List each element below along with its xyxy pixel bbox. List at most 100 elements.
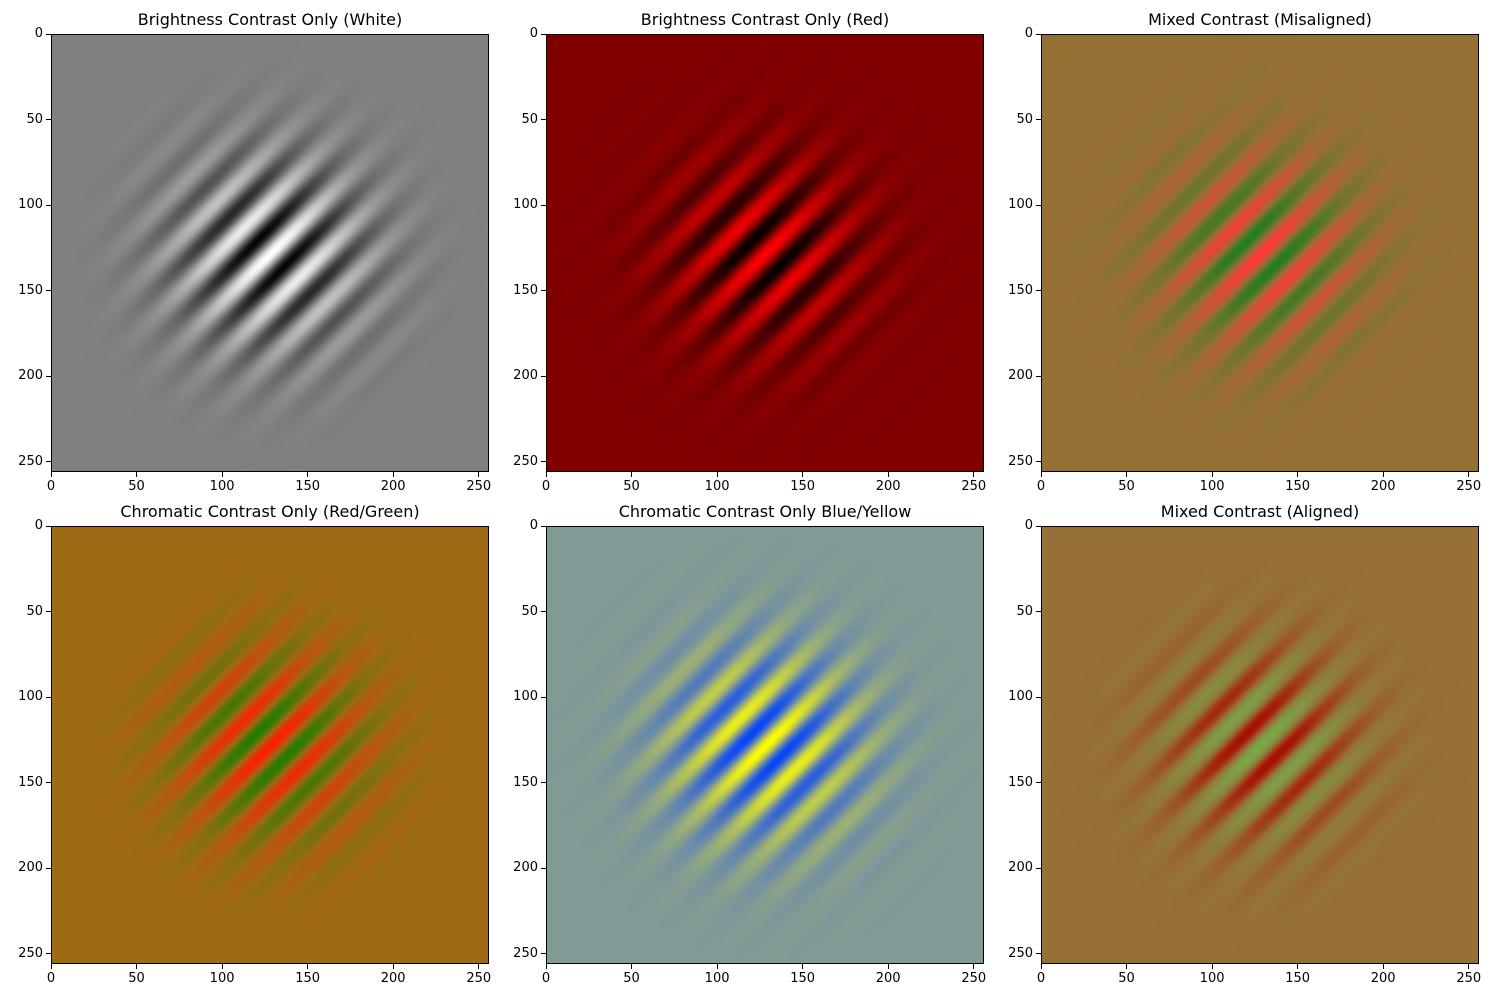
y-tick-label: 200 [1008,860,1033,876]
y-tick-label: 0 [529,26,538,41]
y-tick-label: 0 [529,518,538,533]
panel-title: Chromatic Contrast Only Blue/Yellow [618,502,912,521]
x-tick-label: 150 [295,971,321,986]
y-tick-label: 250 [513,945,538,961]
x-tick-label: 100 [1199,971,1225,986]
y-tick-label: 200 [18,368,43,384]
x-tick-label: 50 [1118,479,1135,494]
x-tick-label: 250 [961,971,987,986]
x-tick-label: 0 [46,971,56,986]
y-tick-mark [46,375,51,377]
x-tick-mark [1126,472,1128,477]
y-tick-mark [541,611,546,613]
y-tick-label: 50 [521,603,538,619]
y-tick-mark [46,953,51,955]
y-tick-mark [1036,204,1041,206]
y-tick-mark [46,782,51,784]
y-tick-mark [1036,696,1041,698]
y-tick-mark [46,290,51,292]
y-tick-label: 50 [1016,111,1033,127]
gabor-canvas [547,35,983,471]
y-tick-mark [541,119,546,121]
x-tick-label: 0 [541,479,551,494]
x-tick-mark [307,472,309,477]
x-tick-mark [1468,472,1470,477]
x-tick-mark [716,472,718,477]
x-tick-label: 250 [466,971,492,986]
y-tick-mark [46,696,51,698]
y-tick-mark [46,611,51,613]
y-tick-mark [46,33,51,35]
y-tick-mark [541,525,546,527]
y-tick-label: 0 [1024,518,1033,533]
y-tick-label: 150 [1008,774,1033,790]
panel-title: Brightness Contrast Only (Red) [640,10,890,29]
x-tick-mark [307,964,309,969]
panel-title: Mixed Contrast (Misaligned) [1148,10,1372,29]
gabor-image [546,34,984,472]
x-tick-label: 50 [623,479,640,494]
y-tick-label: 150 [513,774,538,790]
x-tick-label: 100 [1199,479,1225,494]
y-tick-label: 250 [1008,945,1033,961]
x-tick-mark [392,964,394,969]
gabor-canvas [1042,527,1478,963]
x-tick-mark [1297,472,1299,477]
x-tick-mark [1126,964,1128,969]
y-tick-mark [1036,611,1041,613]
x-tick-label: 250 [466,479,492,494]
y-tick-mark [541,782,546,784]
y-tick-mark [1036,290,1041,292]
y-tick-mark [1036,33,1041,35]
y-tick-mark [46,867,51,869]
x-tick-mark [545,964,547,969]
x-tick-label: 150 [295,479,321,494]
x-tick-label: 0 [541,971,551,986]
y-tick-label: 0 [1024,26,1033,41]
y-tick-label: 150 [1008,282,1033,298]
y-tick-label: 250 [18,453,43,469]
x-tick-label: 250 [1456,971,1482,986]
x-tick-label: 50 [1118,971,1135,986]
y-tick-label: 150 [18,774,43,790]
x-tick-label: 0 [1036,971,1046,986]
y-tick-mark [541,696,546,698]
y-tick-mark [541,375,546,377]
y-tick-label: 50 [521,111,538,127]
panel-title: Brightness Contrast Only (White) [137,10,403,29]
x-tick-mark [392,472,394,477]
x-tick-mark [50,964,52,969]
gabor-canvas [547,527,983,963]
y-tick-label: 50 [26,111,43,127]
x-tick-mark [973,964,975,969]
y-tick-mark [541,461,546,463]
x-tick-mark [1468,964,1470,969]
x-tick-mark [1211,472,1213,477]
y-tick-mark [541,204,546,206]
x-tick-label: 0 [1036,479,1046,494]
gabor-canvas [52,35,488,471]
y-tick-label: 100 [18,197,43,213]
y-tick-mark [1036,525,1041,527]
y-tick-mark [1036,375,1041,377]
y-tick-label: 50 [1016,603,1033,619]
y-tick-label: 0 [34,26,43,41]
x-tick-label: 250 [1456,479,1482,494]
x-tick-mark [631,964,633,969]
y-tick-mark [541,953,546,955]
y-tick-label: 100 [1008,197,1033,213]
y-tick-label: 0 [34,518,43,533]
gabor-canvas [52,527,488,963]
y-tick-mark [46,119,51,121]
x-tick-label: 100 [704,971,730,986]
x-tick-label: 100 [704,479,730,494]
y-tick-mark [46,204,51,206]
y-tick-mark [541,867,546,869]
y-tick-label: 50 [26,603,43,619]
x-tick-mark [221,472,223,477]
x-tick-label: 200 [875,971,901,986]
gabor-image [51,526,489,964]
y-tick-mark [1036,867,1041,869]
x-tick-label: 200 [380,971,406,986]
